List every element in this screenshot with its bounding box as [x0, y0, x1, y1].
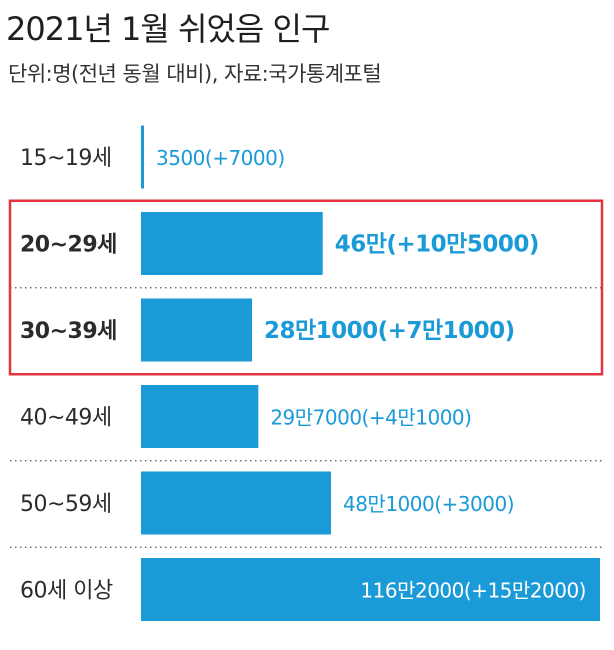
category-label: 15~19세 — [20, 146, 112, 171]
category-label: 40~49세 — [20, 406, 112, 431]
value-label: 3500(+7000) — [156, 146, 285, 170]
chart-title: 2021년 1월 쉬었음 인구 — [6, 10, 330, 48]
chart-subtitle: 단위:명(전년 동월 대비), 자료:국가통계포털 — [8, 62, 382, 86]
category-label: 30~39세 — [20, 319, 117, 344]
value-label: 48만1000(+3000) — [343, 492, 514, 516]
value-label: 29만7000(+4만1000) — [270, 406, 471, 430]
category-label: 50~59세 — [20, 492, 112, 517]
value-label: 116만2000(+15만2000) — [360, 579, 586, 603]
value-label: 28만1000(+7만1000) — [264, 318, 515, 344]
bar — [141, 212, 323, 275]
bar — [141, 558, 600, 621]
category-label: 60세 이상 — [20, 579, 113, 604]
bar — [141, 298, 252, 362]
bar — [141, 385, 259, 448]
bar — [141, 471, 331, 535]
category-label: 20~29세 — [20, 233, 117, 258]
bar — [141, 125, 144, 189]
highlight-box — [8, 199, 604, 376]
value-label: 46만(+10만5000) — [335, 232, 539, 258]
